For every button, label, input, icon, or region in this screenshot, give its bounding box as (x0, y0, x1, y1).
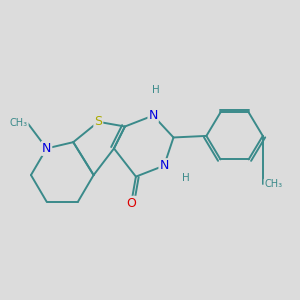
Text: S: S (94, 115, 102, 128)
Text: N: N (148, 109, 158, 122)
Text: N: N (159, 159, 169, 172)
Text: N: N (42, 142, 51, 155)
Text: H: H (152, 85, 160, 95)
Text: H: H (182, 173, 190, 183)
Text: CH₃: CH₃ (10, 118, 28, 128)
Text: CH₃: CH₃ (264, 179, 283, 190)
Text: O: O (126, 197, 136, 210)
